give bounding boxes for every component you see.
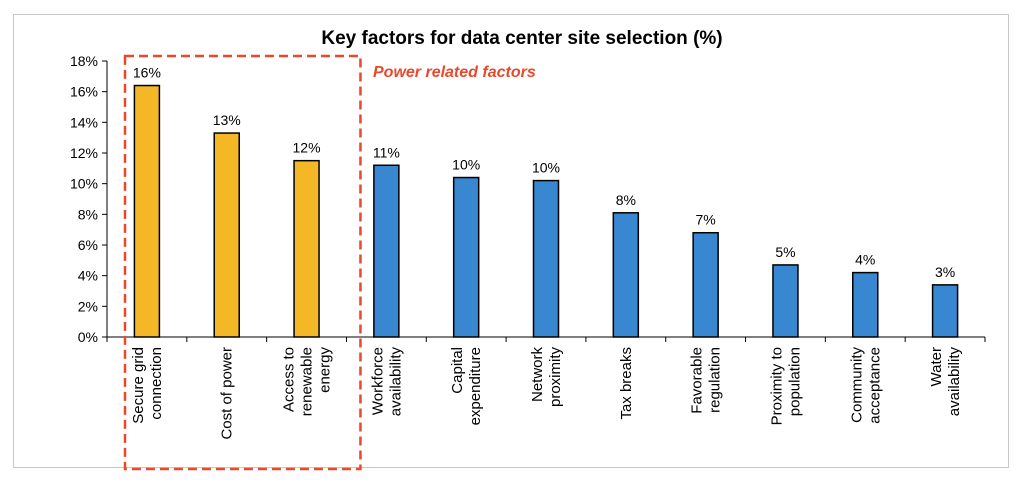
y-tick-label: 4% <box>78 268 98 284</box>
data-label: 12% <box>293 140 321 156</box>
bar <box>133 84 161 338</box>
y-tick-label: 2% <box>78 298 98 314</box>
category-label: Favorableregulation <box>689 347 724 414</box>
category-label-line: energy <box>317 347 334 393</box>
bar <box>692 231 719 338</box>
category-label-line: availability <box>387 347 404 417</box>
y-axis: 0% 2% 4% 6% 8% 10% 12% 14% 16% 18% <box>70 53 108 345</box>
data-label: 16% <box>133 65 161 81</box>
bar <box>532 179 560 338</box>
data-label: 3% <box>935 264 955 280</box>
bar <box>772 264 799 338</box>
data-label: 5% <box>775 244 795 260</box>
category-label: Capitalexpenditure <box>449 347 484 425</box>
category-label: Proximity topopulation <box>768 347 803 425</box>
data-label: 4% <box>855 252 875 268</box>
y-tick-label: 18% <box>70 53 98 69</box>
bars <box>133 84 959 338</box>
bar <box>852 271 879 338</box>
category-label: Tax breaks <box>618 347 635 420</box>
category-label-line: Proximity to <box>768 347 785 425</box>
category-label-line: availability <box>946 347 963 417</box>
category-label-line: Tax breaks <box>618 347 635 420</box>
category-label-line: regulation <box>707 347 724 413</box>
power-factors-annotation: Power related factors <box>373 64 536 81</box>
category-label-line: Community <box>848 347 865 423</box>
category-label-line: Workforce <box>369 347 386 415</box>
category-label: Networkproximity <box>529 347 564 408</box>
chart-frame <box>13 14 1009 468</box>
y-tick-label: 6% <box>78 237 98 253</box>
category-label: Wateravailability <box>928 347 963 417</box>
data-label: 10% <box>452 157 480 173</box>
data-label: 10% <box>532 160 560 176</box>
category-label-line: connection <box>148 347 165 420</box>
category-label: Communityacceptance <box>848 347 883 424</box>
y-tick-label: 8% <box>78 206 98 222</box>
bar <box>612 212 640 338</box>
data-label: 8% <box>616 192 636 208</box>
category-label-line: acceptance <box>866 347 883 424</box>
category-label-line: proximity <box>547 347 564 408</box>
category-label-line: Water <box>928 347 945 386</box>
y-tick-label: 12% <box>70 145 98 161</box>
category-label-line: Favorable <box>689 347 706 414</box>
category-label-line: Cost of power <box>219 347 236 440</box>
category-label: Secure gridconnection <box>130 347 165 424</box>
x-axis <box>106 336 986 342</box>
chart-title: Key factors for data center site selecti… <box>321 28 722 49</box>
category-label-line: expenditure <box>467 347 484 425</box>
bar <box>213 132 240 338</box>
category-label-line: Capital <box>449 347 466 394</box>
power-factors-highlight-box <box>123 54 362 471</box>
data-label: 13% <box>213 112 241 128</box>
category-label-line: Secure grid <box>130 347 147 424</box>
bar <box>293 159 320 338</box>
category-label-line: Network <box>529 347 546 403</box>
category-label-line: renewable <box>299 347 316 416</box>
category-label: Access torenewableenergy <box>281 347 334 417</box>
data-label: 7% <box>696 212 716 228</box>
bar <box>931 284 959 338</box>
category-labels: Secure gridconnection Cost of power Access… <box>130 347 963 440</box>
category-label-line: Access to <box>281 347 298 412</box>
data-label: 11% <box>373 144 400 160</box>
data-labels: 16% 13% 12% 11% 10% 10% 8% 7% 5% 4% 3% <box>133 65 955 280</box>
y-tick-label: 16% <box>70 84 98 100</box>
bar <box>452 176 480 338</box>
y-tick-label: 0% <box>78 329 98 345</box>
y-tick-label: 14% <box>70 114 98 130</box>
bar <box>373 164 400 338</box>
category-label: Workforceavailability <box>369 347 404 417</box>
category-label-line: population <box>786 347 803 416</box>
y-tick-label: 10% <box>70 176 98 192</box>
category-label: Cost of power <box>219 347 236 440</box>
